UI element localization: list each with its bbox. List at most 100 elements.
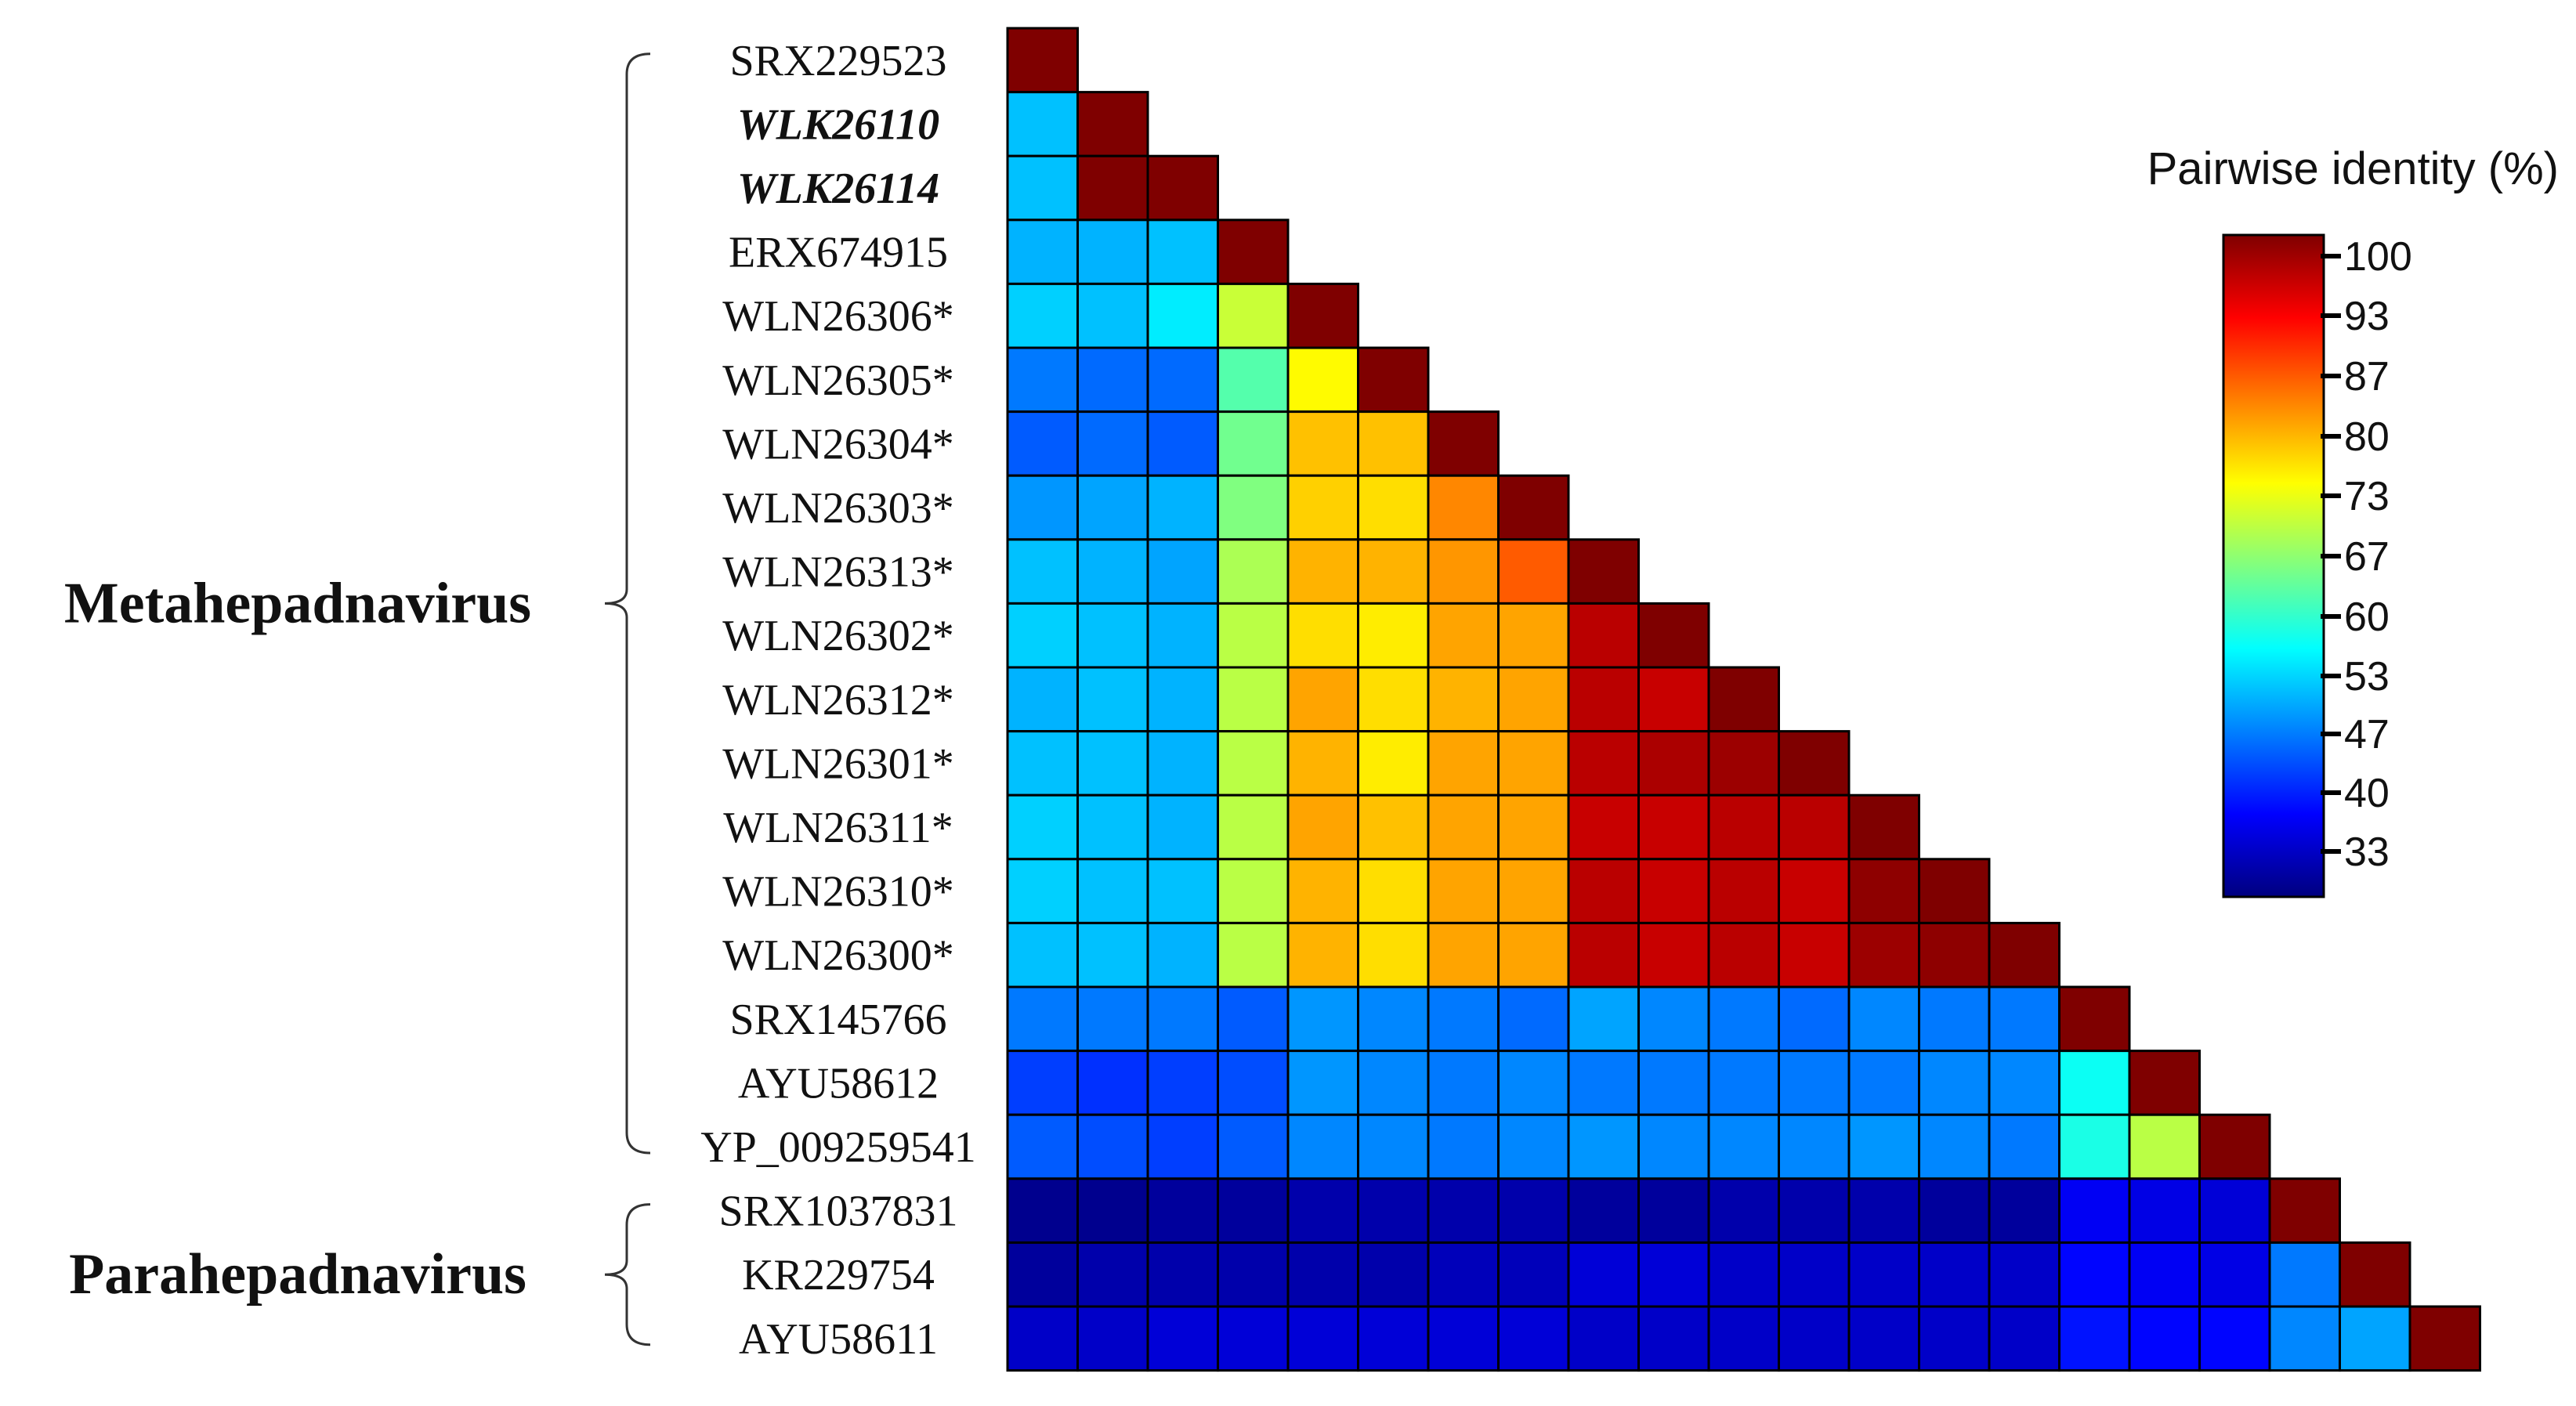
heatmap-cell-r18-c7 [1497,1177,1570,1244]
heatmap-cell-r14-c7 [1497,921,1570,989]
heatmap-cell-r13-c0 [1006,858,1079,924]
heatmap-cell-r14-c6 [1427,921,1500,989]
group-annotations: Metahepadnavirus Parahepadnavirus [64,52,651,1346]
heatmap-cell-r16-c7 [1497,1050,1570,1116]
row-label: SRX1037831 [719,1187,958,1236]
heatmap-cell-r15-c4 [1286,985,1359,1053]
heatmap-cell-r15-c5 [1357,985,1430,1053]
heatmap-cell-r11-c10 [1707,730,1780,797]
heatmap-cell-r2-c2 [1146,154,1219,222]
heatmap-cell-r15-c6 [1427,985,1500,1053]
heatmap-cell-r6-c4 [1286,410,1359,477]
heatmap-cell-r17-c11 [1778,1113,1851,1180]
heatmap-cell-r19-c4 [1286,1241,1359,1308]
heatmap-cell-r3-c1 [1076,219,1149,285]
heatmap-cell-r1-c1 [1076,91,1149,157]
heatmap-cell-r12-c9 [1637,793,1710,861]
heatmap-cell-r18-c15 [2058,1177,2131,1244]
heatmap-cell-r20-c14 [1988,1305,2060,1372]
heatmap-cell-r16-c5 [1357,1050,1430,1116]
colorbar-tick-label: 47 [2344,712,2390,757]
heatmap-cell-r10-c3 [1217,666,1290,733]
heatmap-cell-r12-c1 [1076,793,1149,861]
heatmap-cell-r18-c6 [1427,1177,1500,1244]
heatmap-cell-r7-c0 [1006,474,1079,541]
heatmap-cell-r12-c12 [1847,793,1920,861]
heatmap-cell-r10-c9 [1637,666,1710,733]
colorbar-title: Pairwise identity (%) [2147,143,2559,194]
heatmap-cell-r7-c7 [1497,474,1570,541]
heatmap-cell-r7-c6 [1427,474,1500,541]
heatmap-cell-r18-c12 [1847,1177,1920,1244]
heatmap-cell-r18-c14 [1988,1177,2060,1244]
heatmap-cell-r16-c15 [2058,1050,2131,1116]
colorbar-tick-label: 53 [2344,654,2390,699]
heatmap-cell-r18-c5 [1357,1177,1430,1244]
heatmap-cell-r6-c2 [1146,410,1219,477]
heatmap-cell-r13-c8 [1567,858,1640,924]
heatmap-cell-r15-c11 [1778,985,1851,1053]
heatmap-cell-r10-c10 [1707,666,1780,733]
heatmap-cell-r16-c0 [1006,1050,1079,1116]
heatmap-cell-r5-c5 [1357,346,1430,414]
heatmap-cell-r15-c2 [1146,985,1219,1053]
heatmap-cell-r20-c20 [2408,1305,2481,1372]
heatmap-cell-r13-c13 [1918,858,1991,924]
heatmap-cell-r10-c5 [1357,666,1430,733]
heatmap-cell-r1-c0 [1006,91,1079,157]
heatmap-cell-r19-c18 [2268,1241,2341,1308]
heatmap-cell-r12-c4 [1286,793,1359,861]
heatmap-cell-r17-c1 [1076,1113,1149,1180]
heatmap-cell-r20-c2 [1146,1305,1219,1372]
row-label: WLN26306* [722,292,954,341]
heatmap-cell-r18-c17 [2198,1177,2271,1244]
heatmap-cell-r7-c5 [1357,474,1430,541]
heatmap-cell-r9-c0 [1006,602,1079,669]
heatmap-cell-r14-c4 [1286,921,1359,989]
heatmap-cell-r17-c14 [1988,1113,2060,1180]
heatmap-cell-r9-c4 [1286,602,1359,669]
row-label: WLK26114 [737,164,939,213]
heatmap-cell-r19-c13 [1918,1241,1991,1308]
heatmap-cell-r17-c8 [1567,1113,1640,1180]
heatmap-cell-r8-c0 [1006,538,1079,605]
heatmap-cell-r11-c4 [1286,730,1359,797]
heatmap-cell-r18-c1 [1076,1177,1149,1244]
row-label: KR229754 [742,1251,935,1299]
heatmap-cell-r10-c0 [1006,666,1079,733]
heatmap-cell-r5-c3 [1217,346,1290,414]
heatmap-cell-r11-c9 [1637,730,1710,797]
heatmap-cell-r15-c8 [1567,985,1640,1053]
heatmap-cell-r15-c9 [1637,985,1710,1053]
heatmap-cell-r14-c10 [1707,921,1780,989]
heatmap-cell-r10-c6 [1427,666,1500,733]
heatmap-cell-r3-c2 [1146,219,1219,285]
heatmap-cell-r9-c2 [1146,602,1219,669]
heatmap-cell-r20-c9 [1637,1305,1710,1372]
heatmap-cell-r17-c16 [2128,1113,2201,1180]
heatmap-cell-r19-c11 [1778,1241,1851,1308]
heatmap-cell-r18-c3 [1217,1177,1290,1244]
heatmap-cell-r12-c8 [1567,793,1640,861]
heatmap-cell-r12-c0 [1006,793,1079,861]
heatmap-cell-r13-c1 [1076,858,1149,924]
heatmap-cell-r14-c13 [1918,921,1991,989]
heatmap-cell-r10-c1 [1076,666,1149,733]
row-label: AYU58612 [738,1059,939,1108]
heatmap-cell-r19-c0 [1006,1241,1079,1308]
row-label: YP_009259541 [700,1123,976,1172]
heatmap-cell-r12-c11 [1778,793,1851,861]
heatmap-cell-r14-c1 [1076,921,1149,989]
heatmap-cell-r17-c6 [1427,1113,1500,1180]
heatmap-cell-r11-c6 [1427,730,1500,797]
heatmap-cell-r18-c18 [2268,1177,2341,1244]
heatmap-cell-r11-c11 [1778,730,1851,797]
heatmap-cell-r20-c4 [1286,1305,1359,1372]
heatmap-cell-r16-c11 [1778,1050,1851,1116]
heatmap-cell-r8-c7 [1497,538,1570,605]
heatmap-cell-r20-c16 [2128,1305,2201,1372]
heatmap-cell-r18-c16 [2128,1177,2201,1244]
row-label: WLK26110 [737,100,939,149]
heatmap-cell-r18-c2 [1146,1177,1219,1244]
heatmap-cell-r16-c4 [1286,1050,1359,1116]
